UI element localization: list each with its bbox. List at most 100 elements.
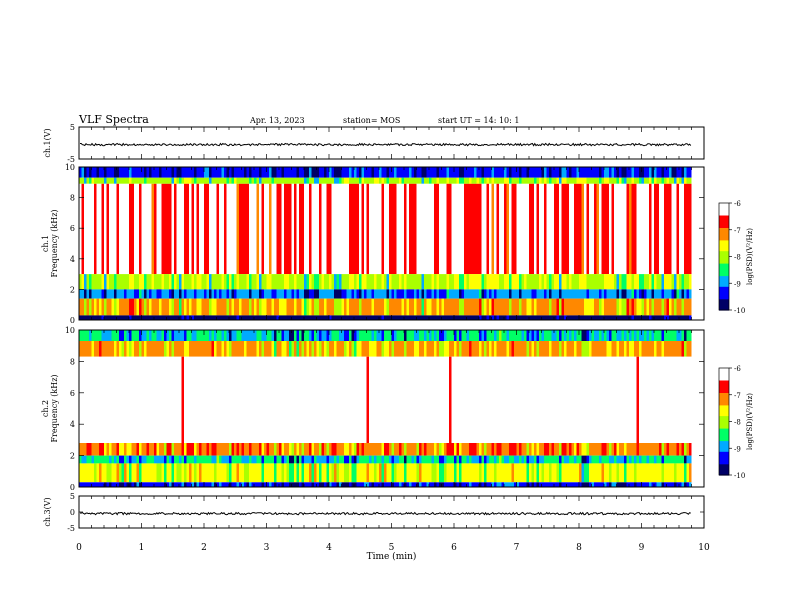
spectrogram-cell [276,289,279,299]
spectrogram-cell [184,341,187,357]
spectrogram-cell [464,463,467,483]
spectrogram-cell [424,167,427,178]
spectrogram-cell [224,443,227,456]
spectrogram-cell [631,298,634,316]
spectrogram-cell [621,356,624,444]
spectrogram-cell [99,356,102,444]
spectrogram-cell [154,183,157,275]
spectrogram-cell [689,274,692,290]
spectrogram-cell [121,167,124,178]
spectrogram-cell [516,482,519,487]
spectrogram-cell [144,167,147,178]
spectrogram-cell [96,455,99,464]
spectrogram-cell [686,183,689,275]
spectrogram-cell [219,443,222,456]
spectrogram-cell [354,183,357,275]
spectrogram-cell [611,183,614,275]
spectrogram-cell [601,289,604,299]
spectrogram-cell [671,443,674,456]
spectrogram-cell [494,463,497,483]
spectrogram-cell [266,298,269,316]
spectrogram-cell [571,330,574,341]
spectrogram-cell [84,289,87,299]
spectrogram-cell [234,177,237,184]
spectrogram-cell [166,315,169,320]
spectrogram-cell [374,356,377,444]
spectrogram-cell [489,443,492,456]
spectrogram-cell [624,298,627,316]
spectrogram-cell [414,289,417,299]
spectrogram-cell [459,298,462,316]
spectrogram-cell [151,356,154,444]
spectrogram-cell [579,356,582,444]
spectrogram-cell [131,443,134,456]
spectrogram-cell [434,183,437,275]
spectrogram-cell [531,455,534,464]
spectrogram-cell [341,356,344,444]
spectrogram-cell [329,298,332,316]
spectrogram-band [79,289,692,299]
spectrogram-cell [431,455,434,464]
spectrogram-cell [284,167,287,178]
spectrogram-cell [129,298,132,316]
spectrogram-cell [271,315,274,320]
spectrogram-cell [454,356,457,444]
spectrogram-cell [224,289,227,299]
spectrogram-cell [321,330,324,341]
spectrogram-cell [216,341,219,357]
spectrogram-cell [306,341,309,357]
spectrogram-cell [271,356,274,444]
spectrogram-cell [586,330,589,341]
spectrogram-cell [146,341,149,357]
y-tick-label: 10 [65,326,75,335]
spectrogram-cell [476,455,479,464]
spectrogram-cell [596,183,599,275]
spectrogram-cell [446,455,449,464]
spectrogram-cell [421,167,424,178]
spectrogram-cell [161,482,164,487]
colorbar-cell [719,426,729,430]
spectrogram-cell [661,298,664,316]
spectrogram-cell [291,274,294,290]
spectrogram-cell [401,482,404,487]
spectrogram-cell [414,315,417,320]
spectrogram-cell [544,289,547,299]
spectrogram-cell [546,177,549,184]
spectrogram-cell [326,289,329,299]
spectrogram-cell [651,356,654,444]
spectrogram-cell [161,463,164,483]
colorbar-cell [719,204,729,208]
spectrogram-cell [251,183,254,275]
spectrogram-cell [579,482,582,487]
spectrogram-cell [681,455,684,464]
spectrogram-cell [486,482,489,487]
spectrogram-cell [246,289,249,299]
spectrogram-cell [234,330,237,341]
spectrogram-cell [236,289,239,299]
spectrogram-cell [664,289,667,299]
spectrogram-cell [454,482,457,487]
spectrogram-cell [164,463,167,483]
spectrogram-cell [539,330,542,341]
spectrogram-cell [149,356,152,444]
colorbar-tick-label: -8 [734,254,741,262]
spectrogram-cell [594,274,597,290]
colorbar-cell [719,466,729,469]
spectrogram-cell [626,482,629,487]
spectrogram-cell [544,443,547,456]
spectrogram-cell [366,315,369,320]
spectrogram-cell [224,183,227,275]
spectrogram-cell [139,356,142,444]
colorbar-cell [719,389,729,392]
spectrogram-cell [246,455,249,464]
spectrogram-cell [616,330,619,341]
spectrogram-cell [509,341,512,357]
spectrogram-cell [584,482,587,487]
spectrogram-cell [204,455,207,464]
spectrogram-cell [531,274,534,290]
spectrogram-cell [156,183,159,275]
spectrogram-cell [261,455,264,464]
spectrogram-cell [379,330,382,341]
spectrogram-cell [549,455,552,464]
